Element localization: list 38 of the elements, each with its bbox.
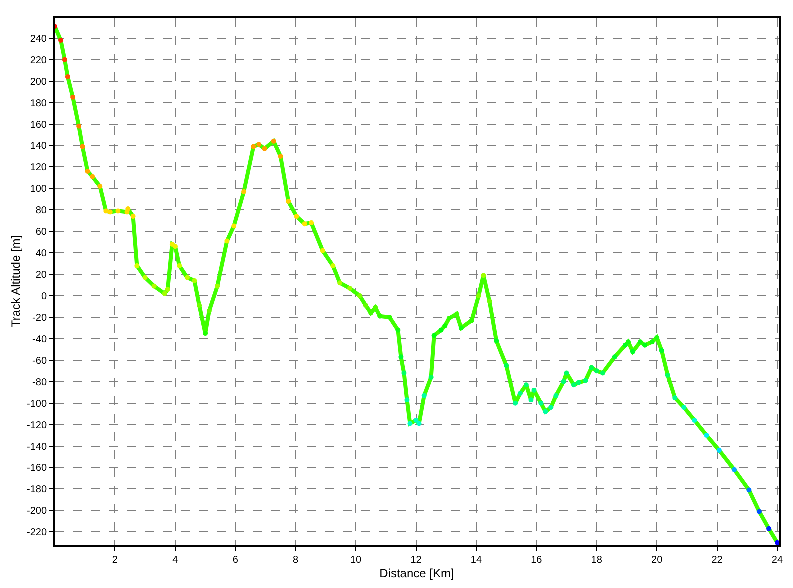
- x-tick-label: 22: [712, 555, 724, 566]
- y-tick-label: -120: [26, 420, 48, 432]
- y-axis-title: Track Altitude [m]: [8, 235, 23, 328]
- x-tick-label: 2: [112, 555, 118, 566]
- x-tick-label: 14: [470, 555, 482, 566]
- y-tick-label: -180: [26, 484, 48, 496]
- y-tick-label: -220: [26, 528, 48, 539]
- x-tick-label: 20: [652, 555, 664, 566]
- y-tick-label: -140: [26, 442, 48, 453]
- y-tick-label: 140: [30, 141, 48, 152]
- y-tick-label: -100: [26, 398, 48, 410]
- y-tick-label: -40: [32, 334, 48, 346]
- y-tick-label: 80: [36, 206, 48, 217]
- y-tick-label: -20: [32, 312, 48, 324]
- x-tick-label: 6: [232, 555, 239, 566]
- x-tick-label: 8: [293, 555, 300, 566]
- y-tick-label: -160: [26, 463, 48, 474]
- y-tick-label: 180: [30, 98, 48, 110]
- y-tick-label: -60: [32, 356, 48, 367]
- x-tick-label: 4: [172, 555, 179, 566]
- y-tick-label: 0: [41, 291, 48, 302]
- y-tick-label: 220: [30, 55, 48, 66]
- x-tick-label: 16: [531, 555, 543, 566]
- x-tick-label: 12: [410, 555, 422, 566]
- x-tick-label: 18: [591, 555, 603, 566]
- y-tick-label: -200: [26, 506, 48, 518]
- x-tick-label: 24: [772, 555, 784, 566]
- y-tick-label: 240: [30, 34, 48, 45]
- y-tick-label: 120: [30, 162, 48, 174]
- y-tick-label: 200: [30, 76, 48, 88]
- y-tick-label: 160: [30, 120, 48, 131]
- x-axis-title: Distance [Km]: [380, 566, 454, 580]
- y-tick-label: -80: [32, 377, 48, 388]
- x-tick-label: 10: [350, 555, 362, 566]
- y-tick-label: 20: [36, 270, 48, 282]
- y-tick-label: 100: [30, 184, 48, 196]
- y-tick-label: 60: [36, 227, 48, 238]
- y-tick-label: 40: [36, 248, 48, 260]
